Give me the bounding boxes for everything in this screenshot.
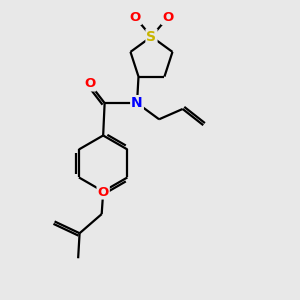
Text: O: O: [162, 11, 173, 24]
Text: O: O: [130, 11, 141, 24]
Text: S: S: [146, 30, 157, 44]
Text: N: N: [131, 96, 143, 110]
Text: O: O: [98, 185, 109, 199]
Text: O: O: [84, 77, 95, 90]
